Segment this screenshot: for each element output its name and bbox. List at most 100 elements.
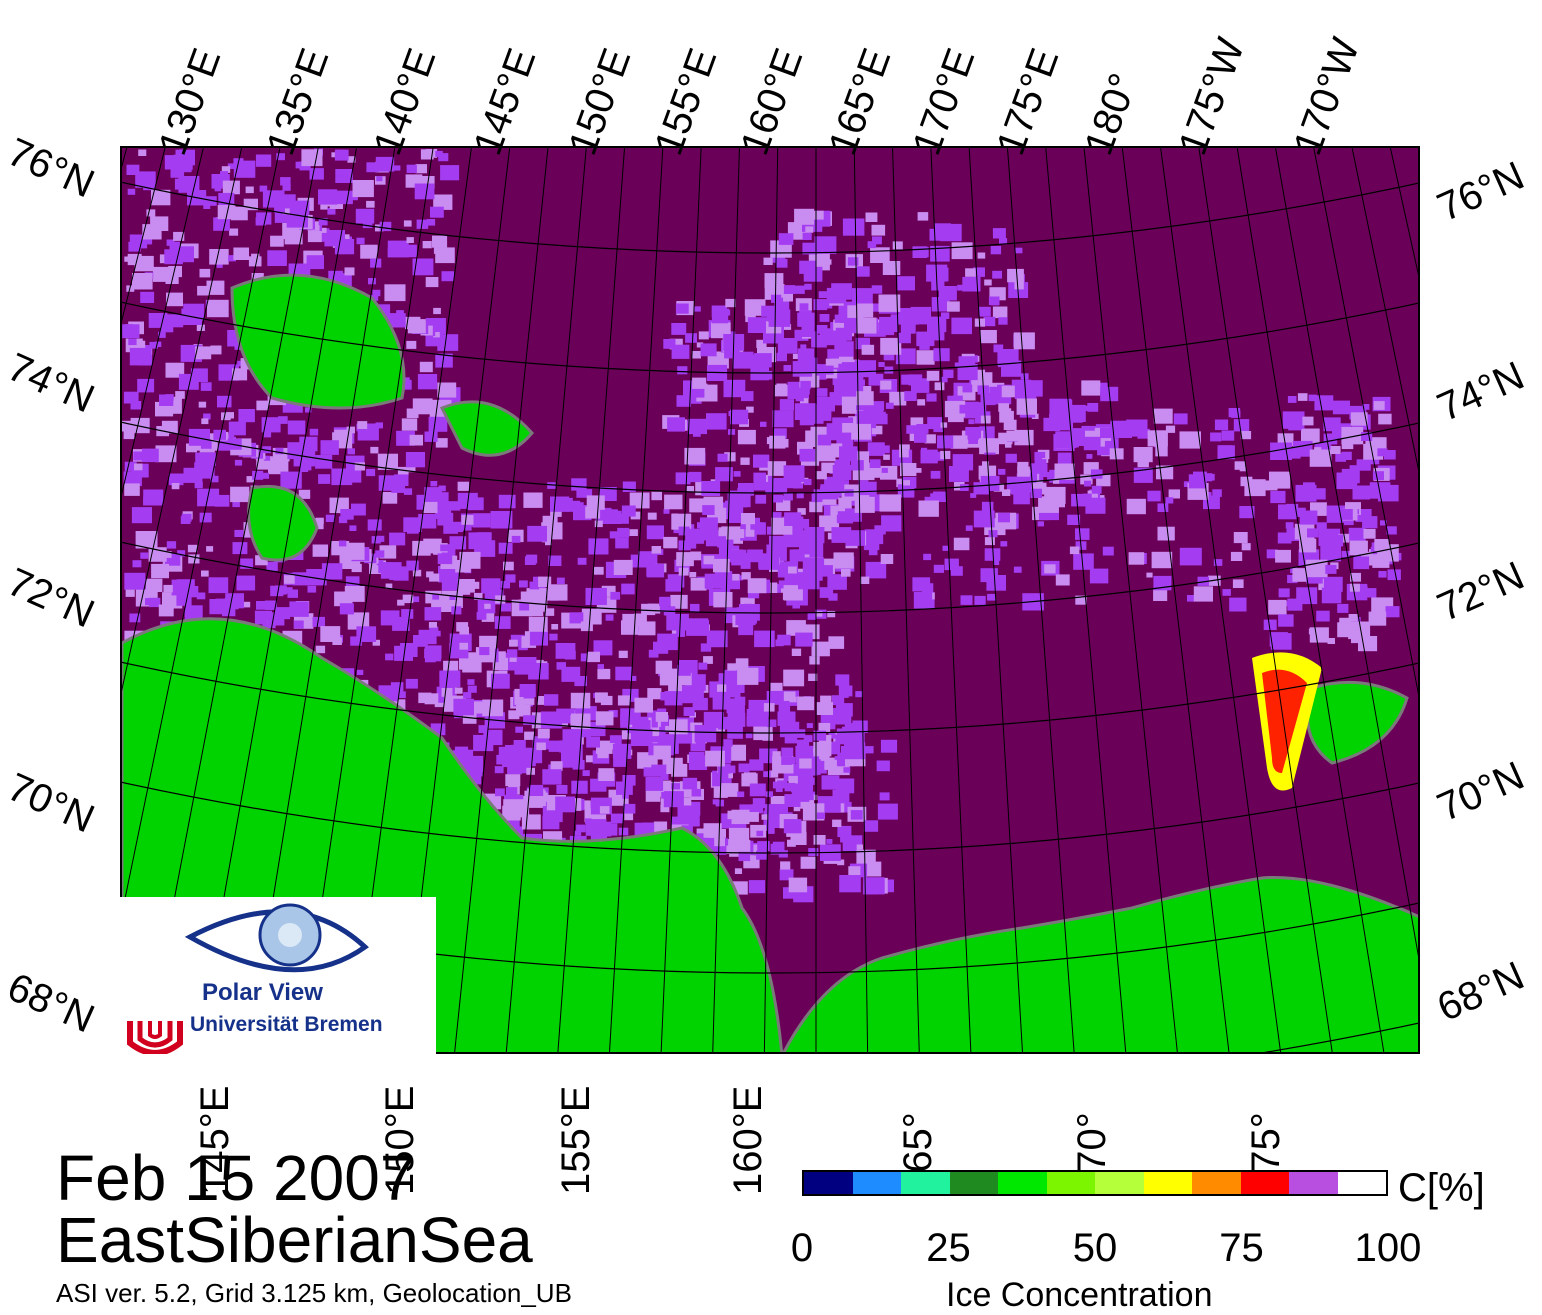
ice-patch: [917, 212, 929, 221]
ice-patch: [834, 341, 854, 357]
ice-patch: [796, 492, 804, 499]
ice-patch: [236, 575, 256, 591]
ice-patch: [168, 266, 182, 278]
ice-patch: [717, 684, 727, 692]
ice-patch: [1202, 473, 1213, 482]
ice-patch: [741, 391, 754, 402]
ice-patch: [734, 868, 742, 874]
meridian-line: [1275, 148, 1418, 957]
ice-patch: [802, 232, 812, 240]
ice-patch: [900, 321, 916, 334]
meridian-line: [1198, 148, 1333, 1052]
ice-patch: [305, 465, 312, 471]
ice-patch: [663, 509, 670, 514]
ice-patch: [1013, 566, 1022, 573]
ice-patch: [406, 560, 419, 571]
ice-patch: [1348, 614, 1358, 622]
ice-patch: [574, 676, 587, 687]
ice-patch: [653, 821, 668, 833]
ice-patch: [284, 230, 303, 245]
ice-patch: [880, 445, 890, 454]
ice-patch: [437, 382, 457, 398]
ice-patch: [201, 418, 209, 425]
ice-patch: [957, 284, 965, 291]
ice-patch: [854, 496, 875, 513]
ice-patch: [846, 346, 854, 353]
ice-patch: [693, 619, 709, 633]
ice-patch: [519, 602, 530, 611]
ice-patch: [309, 168, 324, 180]
ice-patch: [505, 774, 521, 787]
colorbar-unit: C[%]: [1398, 1166, 1485, 1210]
ice-patch: [433, 194, 453, 210]
ice-patch: [687, 392, 702, 404]
ice-patch: [577, 557, 587, 565]
ice-patch: [682, 777, 698, 790]
ice-patch: [983, 441, 998, 453]
ice-patch: [1137, 458, 1149, 468]
ice-patch: [593, 640, 613, 656]
ice-patch: [562, 729, 580, 743]
colorbar-swatch: [1337, 1172, 1386, 1194]
ice-patch: [998, 432, 1013, 445]
ice-patch: [199, 512, 212, 523]
ice-patch: [668, 684, 682, 696]
ice-patch: [769, 770, 779, 778]
ice-patch: [803, 209, 812, 216]
ice-patch: [165, 394, 174, 401]
parallel-line: [122, 181, 1418, 254]
ice-patch: [792, 602, 800, 609]
ice-patch: [462, 759, 478, 772]
ice-patch: [872, 236, 882, 245]
ice-patch: [585, 755, 595, 763]
ice-patch: [753, 353, 772, 368]
ice-patch: [199, 268, 211, 278]
ice-patch: [783, 530, 804, 548]
ice-patch: [808, 848, 819, 856]
ice-patch: [899, 449, 909, 458]
ice-patch: [765, 486, 775, 494]
ice-patch: [1030, 488, 1042, 498]
ice-patch: [178, 373, 199, 390]
top-longitude-label: 150°E: [560, 42, 640, 161]
ice-patch: [451, 606, 462, 615]
ice-patch: [783, 285, 795, 294]
ice-patch: [423, 501, 438, 514]
ice-patch: [184, 605, 203, 620]
meridian-line: [122, 148, 281, 916]
ice-patch: [843, 393, 852, 400]
ice-patch: [788, 775, 798, 784]
ice-patch: [569, 612, 584, 624]
ice-patch: [857, 379, 865, 386]
ice-patch: [533, 583, 546, 593]
ice-patch: [811, 334, 827, 348]
ice-patch: [123, 430, 135, 440]
ice-patch: [580, 621, 593, 632]
ice-patch: [528, 616, 548, 632]
ice-patch: [225, 593, 244, 609]
ice-patch: [144, 238, 153, 245]
ice-patch: [723, 379, 746, 398]
ice-patch: [276, 153, 285, 161]
ice-patch: [613, 559, 633, 575]
ice-patch: [270, 235, 284, 247]
ice-patch: [931, 297, 950, 312]
ice-patch: [711, 305, 726, 317]
ice-patch: [803, 266, 823, 282]
ice-patch: [500, 603, 512, 612]
ice-patch: [784, 782, 796, 792]
ice-patch: [1297, 393, 1308, 401]
meridian-line: [930, 148, 972, 1052]
ice-patch: [746, 716, 759, 726]
parallel-line: [122, 421, 1418, 494]
ice-patch: [382, 492, 398, 504]
colorbar-swatch: [998, 1172, 1047, 1194]
ice-patch: [863, 537, 880, 551]
ice-patch: [993, 344, 1004, 353]
ice-patch: [282, 208, 290, 215]
ice-patch: [1173, 413, 1188, 425]
ice-patch: [718, 527, 730, 537]
ice-patch: [850, 810, 863, 820]
ice-patch: [542, 816, 555, 826]
ice-patch: [906, 425, 917, 434]
